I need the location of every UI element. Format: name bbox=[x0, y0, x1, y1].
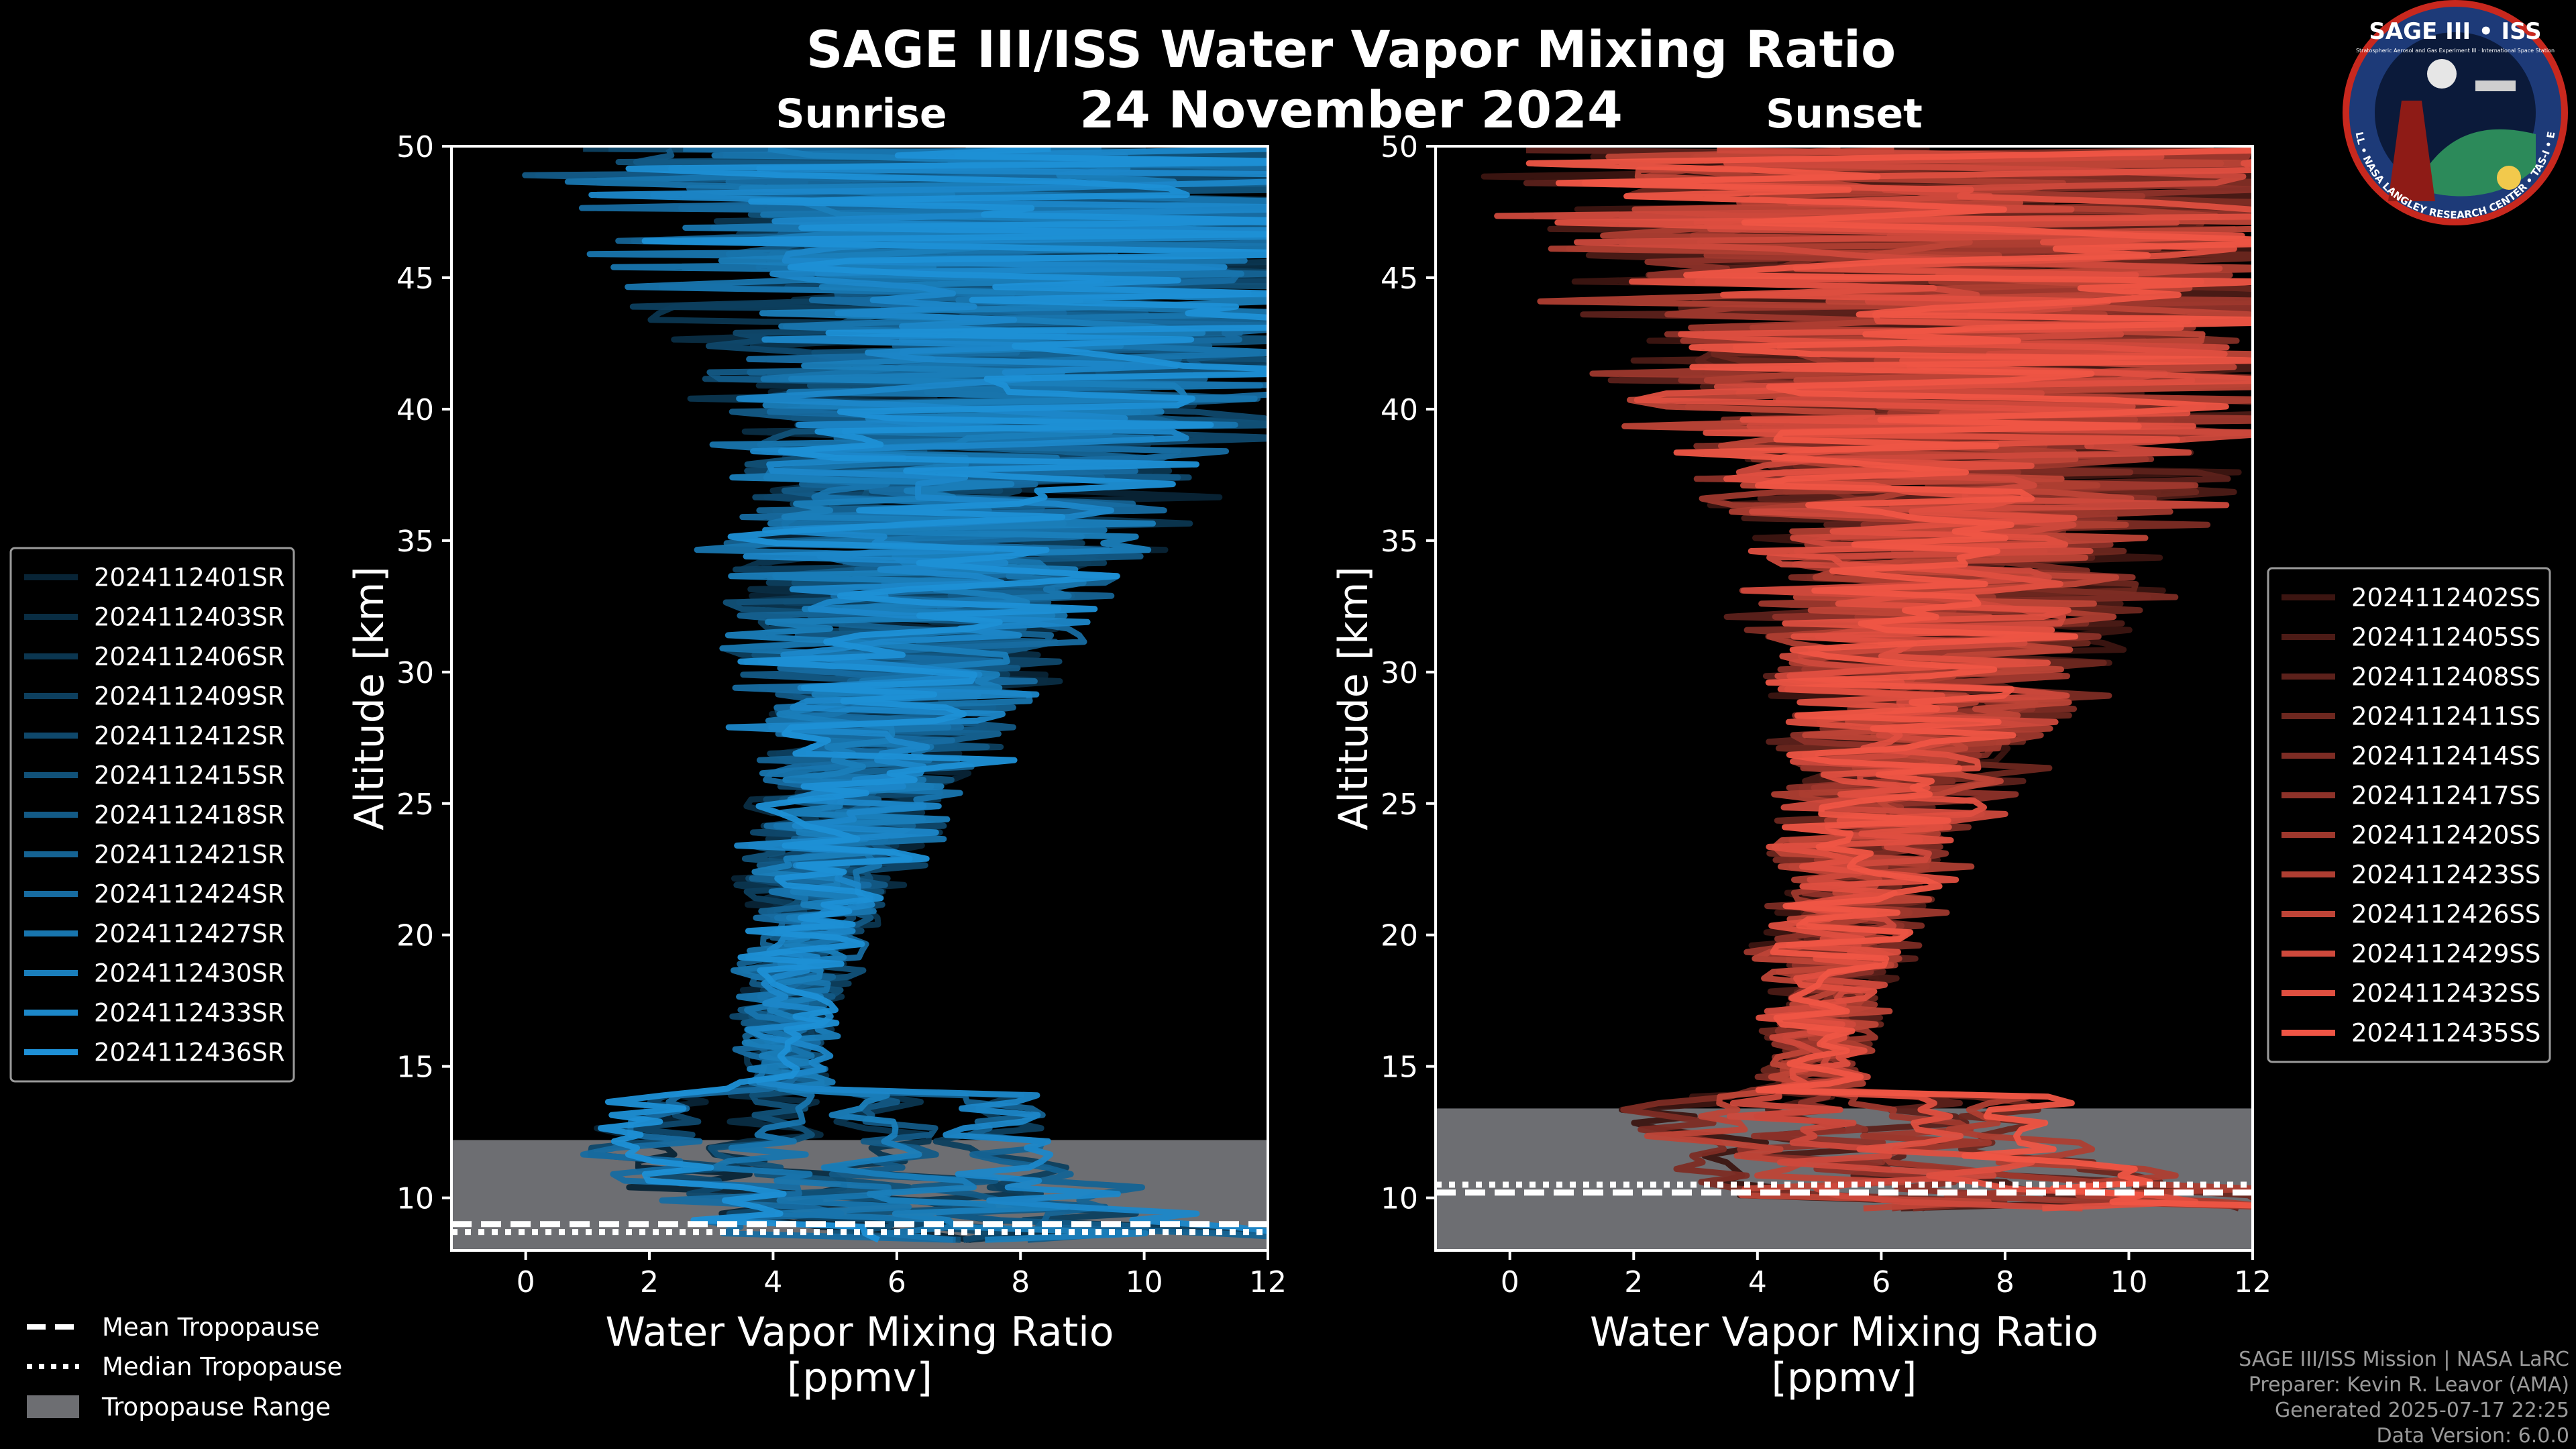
x-axis-label: Water Vapor Mixing Ratio bbox=[606, 1309, 1114, 1356]
y-tick-label: 15 bbox=[1381, 1051, 1418, 1085]
y-tick-label: 50 bbox=[1381, 130, 1418, 164]
sunrise-legend: 2024112401SR 2024112403SR 2024112406SR 2024… bbox=[9, 547, 295, 1083]
profile-2024112420SS bbox=[1589, 149, 2253, 1210]
tropopause-range-swatch bbox=[27, 1395, 79, 1418]
credit-preparer: Preparer: Kevin R. Leavor (AMA) bbox=[2249, 1373, 2569, 1397]
logo-subtitle: Stratospheric Aerosol and Gas Experiment… bbox=[2356, 48, 2555, 54]
legend-label: 2024112432SS bbox=[2351, 979, 2540, 1008]
x-tick-label: 2 bbox=[640, 1265, 659, 1299]
figure-icon bbox=[2388, 101, 2435, 201]
x-tick-label: 2 bbox=[1624, 1265, 1643, 1299]
tropopause-range-label: Tropopause Range bbox=[101, 1393, 331, 1421]
sunrise-panel: 0 2 4 6 8 10 12 10 15 20 25 30 35 40 45 50 Water Vapor M… bbox=[346, 130, 1287, 1401]
credits: SAGE III/ISS Mission | NASA LaRC Prepare… bbox=[2239, 1348, 2569, 1448]
legend-label: 2024112403SR bbox=[94, 603, 285, 632]
legend-label: 2024112406SR bbox=[94, 643, 285, 672]
y-tick-label: 35 bbox=[396, 525, 434, 559]
x-tick-label: 4 bbox=[763, 1265, 782, 1299]
sunrise-panel-title: Sunrise bbox=[775, 91, 947, 138]
legend-label: 2024112409SR bbox=[94, 682, 285, 711]
y-tick-label: 45 bbox=[1381, 262, 1418, 296]
x-tick-label: 4 bbox=[1748, 1265, 1767, 1299]
sunset-panel: 0 2 4 6 8 10 12 10 15 20 25 30 35 40 45 50 Water Vapor M… bbox=[1330, 130, 2271, 1401]
plot-frame bbox=[1434, 145, 2254, 1252]
sunset-panel-title: Sunset bbox=[1766, 91, 1923, 138]
legend-label: 2024112430SR bbox=[94, 959, 285, 988]
legend-label: 2024112417SS bbox=[2351, 782, 2540, 810]
logo-name: SAGE III • ISS bbox=[2369, 18, 2541, 45]
legend-box bbox=[9, 547, 295, 1083]
x-tick-label: 0 bbox=[1501, 1265, 1519, 1299]
y-tick-label: 30 bbox=[1381, 656, 1418, 690]
legend-label: 2024112429SS bbox=[2351, 940, 2540, 969]
legend-label: 2024112412SR bbox=[94, 722, 285, 751]
legend-label: 2024112435SS bbox=[2351, 1019, 2540, 1048]
x-tick-label: 6 bbox=[1872, 1265, 1890, 1299]
x-tick-label: 10 bbox=[1126, 1265, 1163, 1299]
legend-label: 2024112414SS bbox=[2351, 742, 2540, 771]
sun-icon bbox=[2497, 166, 2521, 190]
x-tick-label: 6 bbox=[888, 1265, 906, 1299]
y-tick-label: 40 bbox=[1381, 393, 1418, 427]
x-tick-label: 10 bbox=[2110, 1265, 2147, 1299]
legend-label: 2024112426SS bbox=[2351, 900, 2540, 929]
y-tick-label: 45 bbox=[396, 262, 434, 296]
profile-2024112436SR bbox=[598, 146, 1268, 1243]
median-tropopause-label: Median Tropopause bbox=[102, 1352, 342, 1381]
credit-generated: Generated 2025-07-17 22:25 bbox=[2275, 1399, 2569, 1422]
mean-tropopause-label: Mean Tropopause bbox=[102, 1313, 320, 1342]
x-axis-label: Water Vapor Mixing Ratio bbox=[1590, 1309, 2098, 1356]
legend-label: 2024112402SS bbox=[2351, 584, 2540, 612]
legend-label: 2024112420SS bbox=[2351, 821, 2540, 850]
tropopause-legend: Mean Tropopause Median Tropopause Tropop… bbox=[27, 1313, 342, 1421]
legend-label: 2024112408SS bbox=[2351, 663, 2540, 692]
iss-icon bbox=[2475, 80, 2516, 91]
x-axis-label: [ppmv] bbox=[1772, 1354, 1917, 1401]
figure-date: 24 November 2024 bbox=[1079, 80, 1623, 140]
y-tick-label: 50 bbox=[396, 130, 434, 164]
legend-label: 2024112418SR bbox=[94, 801, 285, 830]
y-axis-label: Altitude [km] bbox=[346, 566, 393, 830]
credit-mission: SAGE III/ISS Mission | NASA LaRC bbox=[2239, 1348, 2569, 1371]
profile-2024112435SS bbox=[1525, 147, 2253, 1209]
legend-label: 2024112415SR bbox=[94, 761, 285, 790]
y-tick-label: 35 bbox=[1381, 525, 1418, 559]
credit-data-version: Data Version: 6.0.0 bbox=[2377, 1424, 2569, 1448]
y-tick-label: 25 bbox=[1381, 788, 1418, 822]
legend-label: 2024112411SS bbox=[2351, 702, 2540, 731]
legend-label: 2024112421SR bbox=[94, 841, 285, 869]
y-tick-label: 30 bbox=[396, 656, 434, 690]
figure-title: SAGE III/ISS Water Vapor Mixing Ratio bbox=[806, 19, 1896, 79]
sunset-legend: 2024112402SS 2024112405SS 2024112408SS 2024… bbox=[2267, 567, 2551, 1063]
legend-label: 2024112401SR bbox=[94, 564, 285, 592]
x-tick-label: 12 bbox=[1249, 1265, 1287, 1299]
x-tick-label: 12 bbox=[2234, 1265, 2271, 1299]
legend-label: 2024112405SS bbox=[2351, 623, 2540, 652]
legend-label: 2024112423SS bbox=[2351, 861, 2540, 890]
x-tick-label: 8 bbox=[1011, 1265, 1030, 1299]
x-tick-label: 8 bbox=[1996, 1265, 2015, 1299]
y-tick-label: 10 bbox=[396, 1182, 434, 1216]
moon-icon bbox=[2427, 59, 2457, 89]
y-axis-label: Altitude [km] bbox=[1330, 566, 1377, 830]
y-tick-label: 25 bbox=[396, 788, 434, 822]
y-tick-label: 10 bbox=[1381, 1182, 1418, 1216]
legend-label: 2024112427SR bbox=[94, 920, 285, 949]
y-tick-label: 20 bbox=[396, 919, 434, 953]
x-tick-label: 0 bbox=[517, 1265, 535, 1299]
y-tick-label: 15 bbox=[396, 1051, 434, 1085]
legend-label: 2024112424SR bbox=[94, 880, 285, 909]
legend-label: 2024112433SR bbox=[94, 999, 285, 1028]
legend-box bbox=[2267, 567, 2551, 1063]
y-tick-label: 40 bbox=[396, 393, 434, 427]
y-tick-label: 20 bbox=[1381, 919, 1418, 953]
x-axis-label: [ppmv] bbox=[787, 1354, 932, 1401]
legend-label: 2024112436SR bbox=[94, 1038, 285, 1067]
plot-frame bbox=[450, 145, 1269, 1252]
